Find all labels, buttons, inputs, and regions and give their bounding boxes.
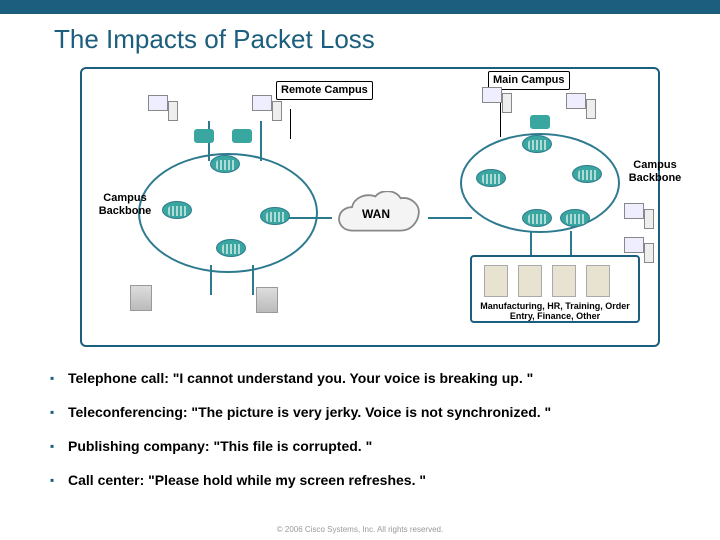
campus-backbone-left-label: Campus Backbone — [92, 192, 158, 218]
campus-backbone-right-label: Campus Backbone — [622, 159, 688, 185]
building-icon — [130, 285, 152, 311]
router-icon — [216, 239, 246, 257]
phone-icon — [232, 129, 252, 143]
label-connector — [290, 109, 291, 139]
link-line — [288, 217, 332, 219]
router-icon — [260, 207, 290, 225]
router-icon — [162, 201, 192, 219]
router-icon — [572, 165, 602, 183]
bullet-lead: Publishing company: — [68, 438, 210, 454]
list-item: Teleconferencing: "The picture is very j… — [50, 404, 680, 420]
server-icon — [552, 265, 576, 297]
list-item: Call center: "Please hold while my scree… — [50, 472, 680, 488]
computer-icon — [148, 95, 178, 121]
link-line — [570, 231, 572, 257]
list-item: Telephone call: "I cannot understand you… — [50, 370, 680, 386]
bullet-lead: Call center: — [68, 472, 144, 488]
page-title: The Impacts of Packet Loss — [54, 24, 720, 55]
link-line — [252, 265, 254, 295]
link-line — [428, 217, 472, 219]
top-accent-bar — [0, 0, 720, 14]
link-line — [210, 265, 212, 295]
server-icon — [586, 265, 610, 297]
bullet-rest: "Please hold while my screen refreshes. … — [144, 472, 426, 488]
router-icon — [210, 155, 240, 173]
bullet-rest: "The picture is very jerky. Voice is not… — [188, 404, 552, 420]
router-icon — [522, 135, 552, 153]
link-line — [530, 231, 532, 257]
router-icon — [476, 169, 506, 187]
computer-icon — [624, 203, 654, 229]
server-cluster-label: Manufacturing, HR, Training, Order Entry… — [476, 301, 634, 322]
server-icon — [518, 265, 542, 297]
remote-campus-label: Remote Campus — [276, 81, 373, 100]
bullet-list: Telephone call: "I cannot understand you… — [50, 370, 680, 506]
router-icon — [522, 209, 552, 227]
phone-icon — [194, 129, 214, 143]
computer-icon — [566, 93, 596, 119]
router-icon — [560, 209, 590, 227]
building-icon — [256, 287, 278, 313]
computer-icon — [252, 95, 282, 121]
bullet-rest: "I cannot understand you. Your voice is … — [169, 370, 533, 386]
server-icon — [484, 265, 508, 297]
link-line — [260, 121, 262, 161]
bullet-rest: "This file is corrupted. " — [210, 438, 373, 454]
list-item: Publishing company: "This file is corrup… — [50, 438, 680, 454]
wan-label: WAN — [362, 207, 390, 221]
bullet-lead: Telephone call: — [68, 370, 169, 386]
bullet-lead: Teleconferencing: — [68, 404, 188, 420]
computer-icon — [482, 87, 512, 113]
phone-icon — [530, 115, 550, 129]
network-diagram: Remote Campus Main Campus Campus Backbon… — [80, 67, 660, 347]
copyright-text: © 2006 Cisco Systems, Inc. All rights re… — [0, 525, 720, 534]
